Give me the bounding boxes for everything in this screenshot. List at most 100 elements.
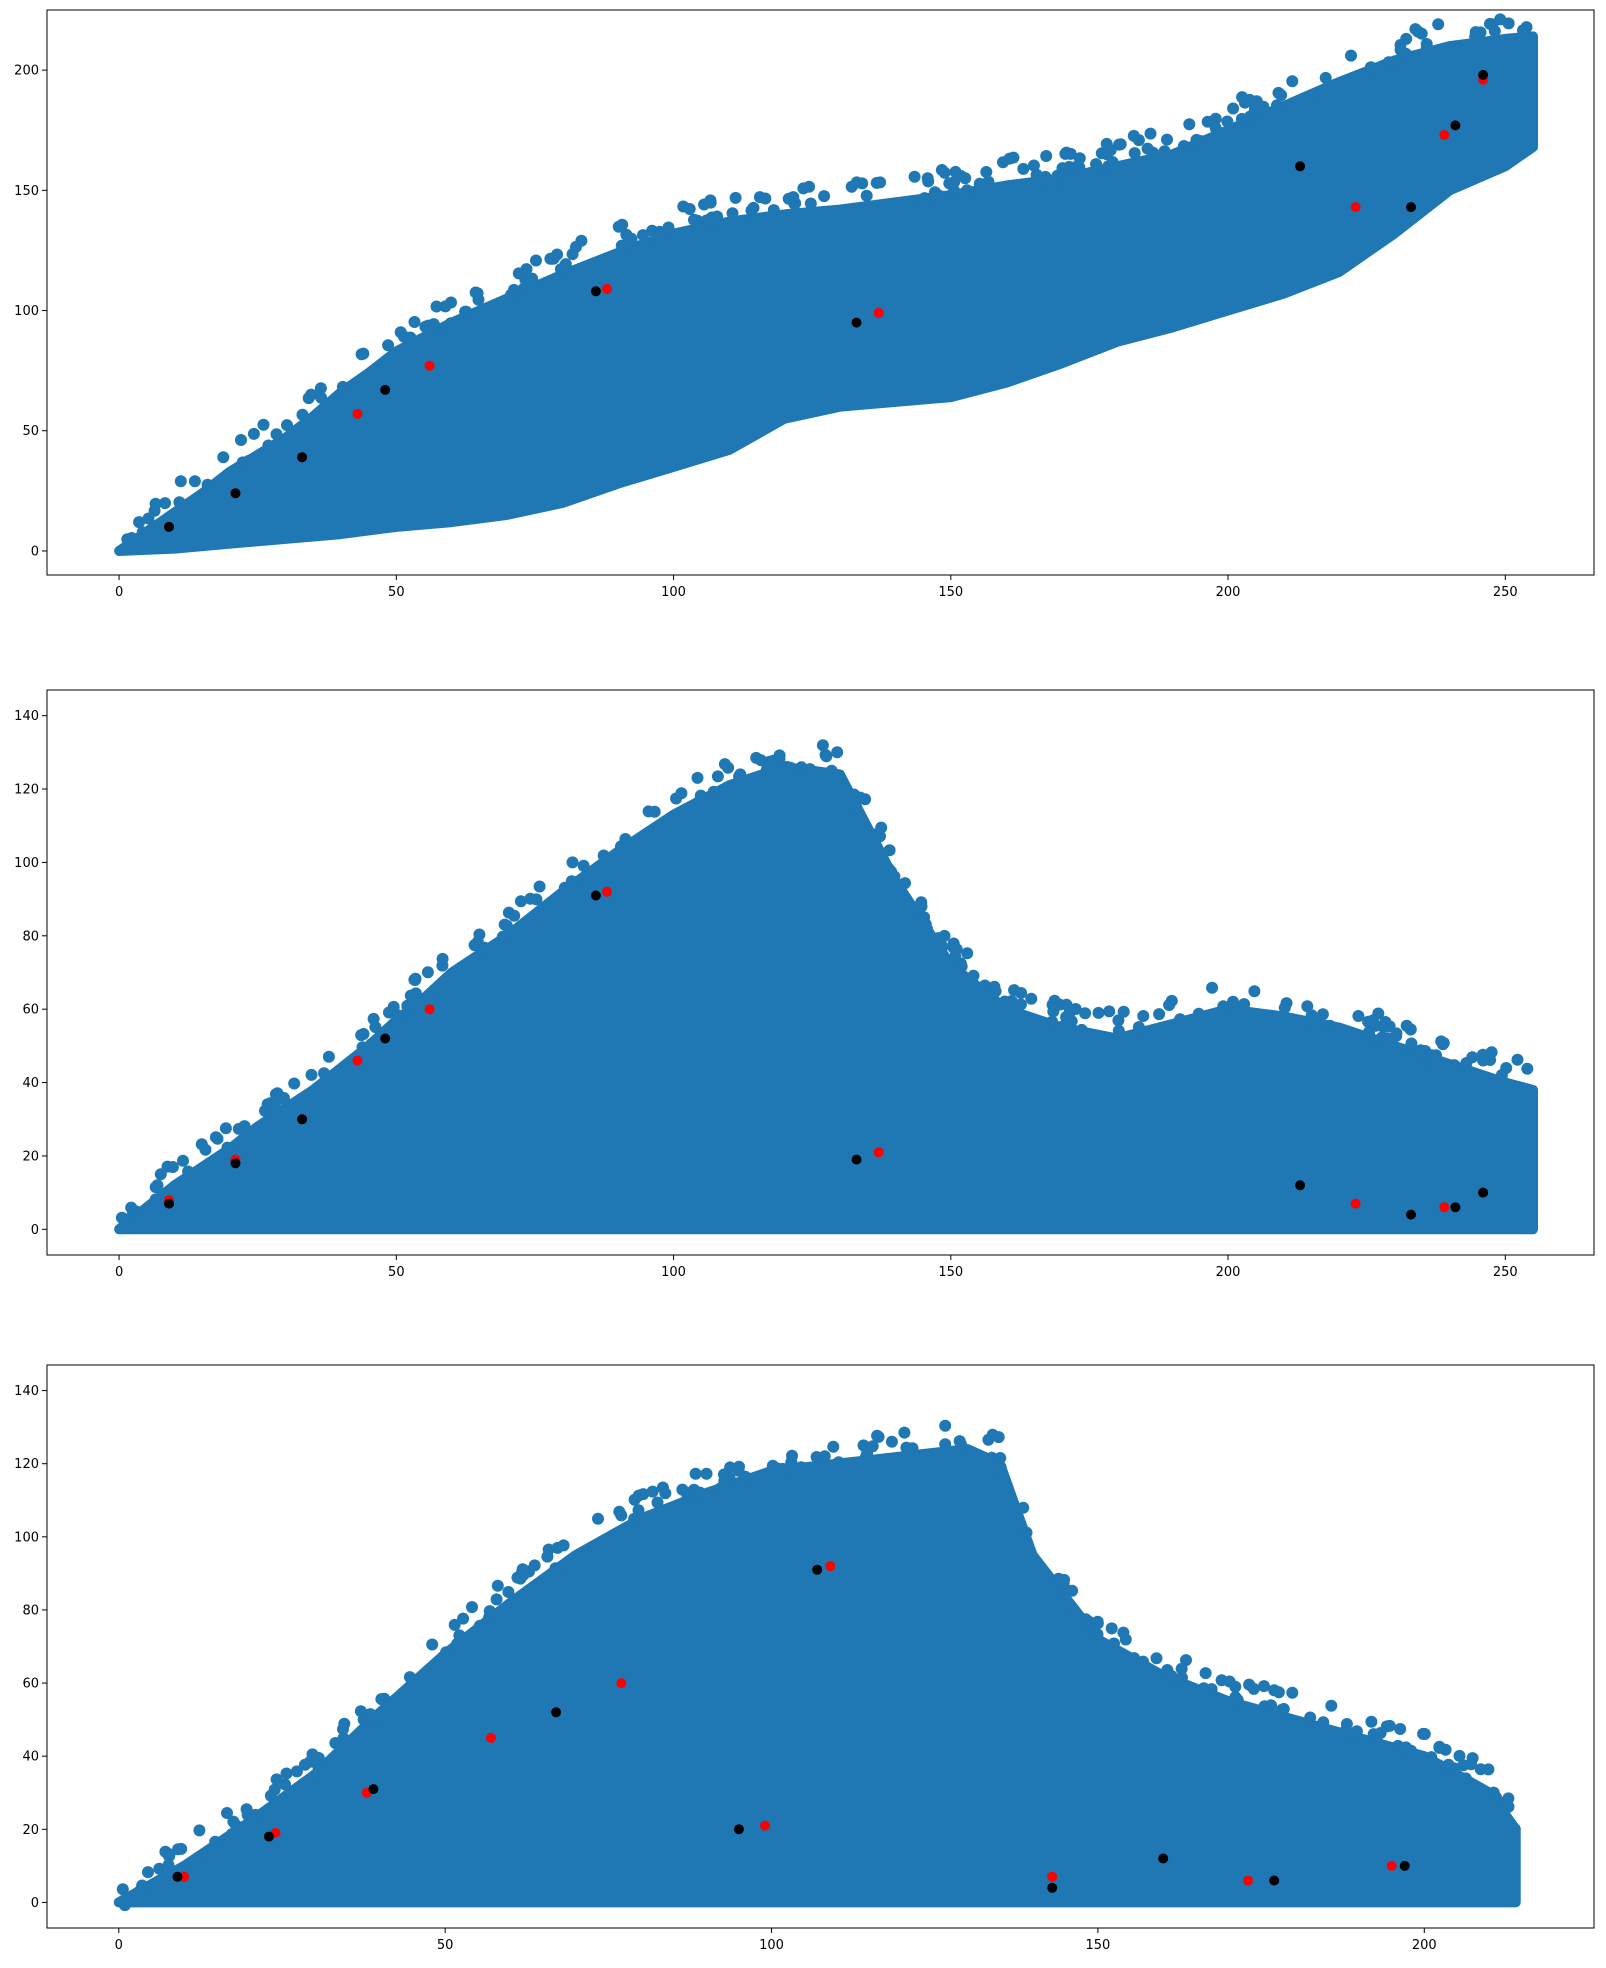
cloud-point bbox=[491, 1579, 504, 1592]
cloud-point bbox=[257, 418, 270, 431]
cloud-point bbox=[1003, 152, 1016, 165]
cloud-point bbox=[327, 396, 340, 409]
cloud-point bbox=[885, 1435, 898, 1448]
cloud-point bbox=[390, 1016, 402, 1029]
cloud-point bbox=[450, 967, 463, 980]
cloud-point bbox=[339, 1741, 351, 1754]
cloud-point bbox=[688, 213, 700, 226]
cloud-point bbox=[1466, 1051, 1479, 1064]
cloud-point bbox=[305, 1068, 318, 1081]
x-tick-label: 100 bbox=[661, 1265, 686, 1280]
y-tick-label: 120 bbox=[14, 783, 39, 798]
cloud-point bbox=[201, 481, 214, 494]
cloud-point bbox=[1161, 133, 1173, 146]
cloud-point bbox=[1394, 1723, 1407, 1735]
cloud-point bbox=[367, 1012, 380, 1025]
cloud-point bbox=[439, 300, 452, 313]
cloud-point bbox=[430, 300, 443, 313]
cloud-point bbox=[936, 940, 949, 953]
cloud-point bbox=[1286, 1686, 1299, 1699]
cloud-point bbox=[149, 1193, 162, 1206]
y-tick-label: 100 bbox=[14, 856, 39, 871]
cloud-point bbox=[1317, 1716, 1330, 1729]
cloud-point bbox=[689, 1467, 702, 1480]
cloud-point bbox=[153, 1862, 166, 1875]
cloud-point bbox=[222, 472, 235, 485]
cloud-point bbox=[243, 454, 255, 467]
cloud-point bbox=[733, 1460, 745, 1473]
cloud-point bbox=[1017, 162, 1030, 175]
cloud-point bbox=[1015, 987, 1028, 999]
cloud-point bbox=[1040, 150, 1053, 162]
cloud-point bbox=[473, 1619, 486, 1632]
cloud-point bbox=[135, 1211, 147, 1224]
cloud-point bbox=[573, 1548, 586, 1561]
cloud-point bbox=[711, 210, 724, 223]
red-point bbox=[825, 1561, 836, 1572]
cloud-point bbox=[199, 1143, 212, 1156]
cloud-point bbox=[1025, 1550, 1038, 1563]
cloud-point bbox=[1034, 172, 1047, 185]
cloud-point bbox=[1047, 177, 1059, 190]
cloud-point bbox=[235, 434, 247, 446]
cloud-point bbox=[302, 392, 315, 405]
cloud-point bbox=[908, 170, 921, 183]
cloud-point bbox=[632, 1504, 645, 1517]
cloud-point bbox=[797, 182, 810, 195]
cloud-point bbox=[1375, 1031, 1388, 1044]
y-tick-label: 120 bbox=[14, 1457, 39, 1472]
cloud-point bbox=[1316, 1008, 1329, 1021]
cloud-point bbox=[755, 1472, 768, 1485]
black-point bbox=[1478, 69, 1489, 80]
cloud-point bbox=[755, 754, 767, 767]
cloud-point bbox=[469, 286, 482, 299]
cloud-point bbox=[1163, 999, 1176, 1011]
black-point bbox=[1406, 202, 1416, 213]
cloud-point bbox=[1304, 1711, 1317, 1724]
cloud-point bbox=[301, 1776, 314, 1789]
red-point bbox=[873, 1147, 884, 1158]
cloud-point bbox=[1435, 1035, 1448, 1048]
cloud-point bbox=[1277, 1703, 1290, 1715]
cloud-point bbox=[377, 361, 390, 374]
black-point bbox=[1269, 1875, 1280, 1886]
cloud-point bbox=[975, 987, 988, 1000]
cloud-point bbox=[304, 1755, 317, 1768]
cloud-point bbox=[1128, 1652, 1141, 1665]
cloud-point bbox=[1476, 1048, 1489, 1061]
cloud-point bbox=[121, 533, 134, 546]
cloud-point bbox=[831, 746, 844, 759]
cloud-point bbox=[361, 1715, 374, 1728]
y-tick-label: 200 bbox=[14, 64, 39, 79]
cloud-point bbox=[209, 1835, 222, 1848]
cloud-point bbox=[1258, 1680, 1270, 1693]
cloud-point bbox=[188, 475, 201, 488]
cloud-point bbox=[216, 1153, 229, 1166]
cloud-point bbox=[1163, 1024, 1175, 1037]
cloud-point bbox=[733, 770, 746, 783]
cloud-point bbox=[898, 1426, 911, 1439]
black-point bbox=[733, 1824, 744, 1835]
cloud-point bbox=[1243, 93, 1256, 106]
cloud-point bbox=[1265, 1699, 1277, 1712]
cloud-point bbox=[1060, 998, 1073, 1011]
cloud-point bbox=[1465, 1758, 1478, 1771]
cloud-point bbox=[1425, 1751, 1438, 1764]
cloud-point bbox=[947, 941, 960, 954]
cloud-point bbox=[149, 497, 162, 510]
cloud-point bbox=[1209, 122, 1222, 134]
cloud-point bbox=[558, 881, 571, 894]
cloud-point bbox=[895, 890, 908, 903]
cloud-point bbox=[557, 1539, 570, 1552]
cloud-point bbox=[1404, 1023, 1417, 1036]
cloud-point bbox=[355, 348, 368, 361]
cloud-point bbox=[1079, 1007, 1092, 1020]
cloud-point bbox=[848, 788, 860, 801]
x-tick-label: 0 bbox=[115, 1265, 123, 1280]
cloud-point bbox=[1495, 1069, 1508, 1081]
cloud-point bbox=[1443, 41, 1456, 54]
cloud-point bbox=[939, 1419, 952, 1432]
cloud-point bbox=[502, 1586, 515, 1598]
cloud-point bbox=[1352, 1010, 1365, 1022]
red-point bbox=[1439, 130, 1450, 140]
